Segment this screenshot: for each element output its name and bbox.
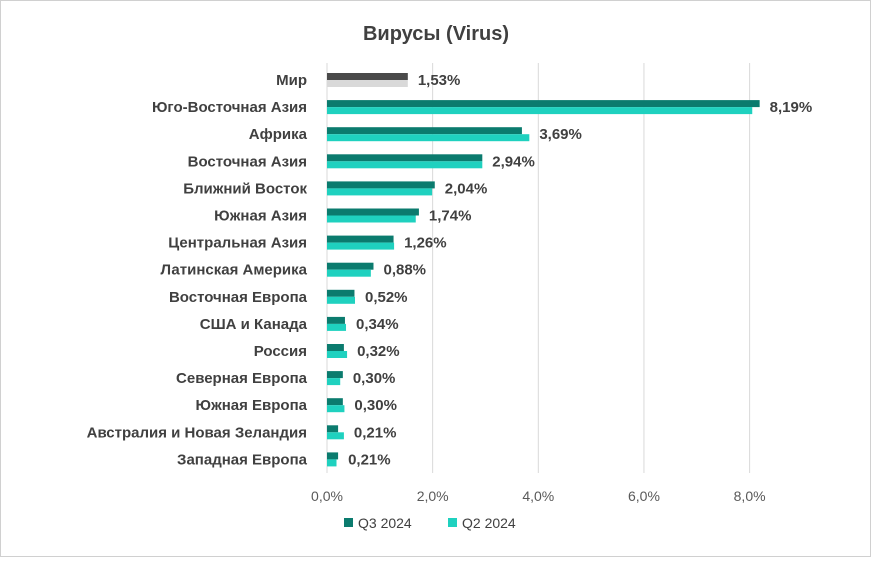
category-label: Восточная Азия (188, 153, 307, 170)
data-label: 0,21% (348, 451, 391, 468)
bar-q3 (327, 452, 339, 460)
bar-q3 (327, 154, 483, 162)
bar-q2 (327, 269, 371, 277)
data-label: 0,30% (354, 397, 397, 414)
bar-q2 (327, 188, 433, 196)
category-label: Центральная Азия (168, 235, 307, 252)
category-label: Западная Европа (177, 451, 308, 468)
legend-swatch-q3 (344, 518, 353, 527)
bar-q3 (327, 235, 394, 243)
bar-q3 (327, 398, 343, 406)
x-tick-label: 2,0% (417, 488, 449, 504)
bar-q2 (327, 405, 345, 413)
category-label: Ближний Восток (183, 180, 307, 197)
category-label: Россия (254, 343, 307, 360)
legend-swatch-q2 (448, 518, 457, 527)
legend: Q3 2024 Q2 2024 (344, 515, 516, 531)
bar-q3 (327, 73, 408, 80)
bar-q2 (327, 296, 355, 304)
bar-q2 (327, 215, 416, 223)
bar-q3 (327, 208, 419, 216)
data-label: 0,52% (365, 289, 408, 306)
bar-q3 (327, 371, 343, 379)
bar-q3 (327, 316, 345, 324)
category-label: Северная Европа (176, 370, 308, 387)
data-label: 0,34% (356, 316, 399, 333)
category-label: США и Канада (200, 316, 308, 333)
category-label: Юго-Восточная Азия (152, 99, 307, 116)
bar-q2 (327, 161, 483, 169)
legend-label-q3: Q3 2024 (358, 515, 412, 531)
bars (327, 73, 760, 467)
data-label: 1,53% (418, 72, 461, 89)
bar-q2 (327, 134, 530, 142)
category-label: Южная Европа (195, 397, 307, 414)
data-label: 0,30% (353, 370, 396, 387)
category-label: Южная Азия (214, 208, 307, 225)
data-label: 2,94% (492, 153, 535, 170)
data-label: 0,32% (357, 343, 400, 360)
category-label: Мир (276, 72, 307, 89)
bar-q3 (327, 262, 374, 270)
bar-q2 (327, 242, 395, 250)
bar-q2 (327, 80, 408, 87)
legend-label-q2: Q2 2024 (462, 515, 516, 531)
data-label: 1,74% (429, 208, 472, 225)
data-label: 3,69% (539, 126, 582, 143)
bar-q3 (327, 425, 339, 433)
data-label: 8,19% (770, 99, 813, 116)
x-tick-label: 6,0% (628, 488, 660, 504)
x-tick-label: 4,0% (522, 488, 554, 504)
x-axis-ticks: 0,0% 2,0% 4,0% 6,0% 8,0% (311, 488, 766, 504)
data-label: 1,26% (404, 235, 447, 252)
bar-q2 (327, 351, 348, 358)
bar-q2 (327, 432, 344, 440)
bar-q3 (327, 127, 522, 135)
chart-title: Вирусы (Virus) (363, 23, 509, 45)
category-label: Восточная Европа (169, 289, 308, 306)
x-tick-label: 0,0% (311, 488, 343, 504)
category-label: Австралия и Новая Зеландия (87, 424, 307, 441)
bar-q2 (327, 107, 753, 115)
category-label: Латинская Америка (161, 262, 308, 279)
bar-q2 (327, 323, 347, 331)
category-labels: Мир Юго-Восточная Азия Африка Восточная Ази… (87, 72, 308, 468)
bar-q2 (327, 459, 337, 467)
data-label: 2,04% (445, 180, 488, 197)
data-label: 0,21% (354, 424, 397, 441)
data-label: 0,88% (383, 262, 426, 279)
x-tick-label: 8,0% (734, 488, 766, 504)
bar-q3 (327, 289, 355, 297)
data-labels: 1,53% 8,19% 3,69%2,94%2,04% 1,74% 1,26% 0,88%… (348, 72, 812, 468)
bar-q3 (327, 100, 760, 108)
bar-q3 (327, 344, 344, 351)
category-label: Африка (249, 126, 308, 143)
bar-q3 (327, 181, 435, 189)
bar-q2 (327, 378, 341, 386)
